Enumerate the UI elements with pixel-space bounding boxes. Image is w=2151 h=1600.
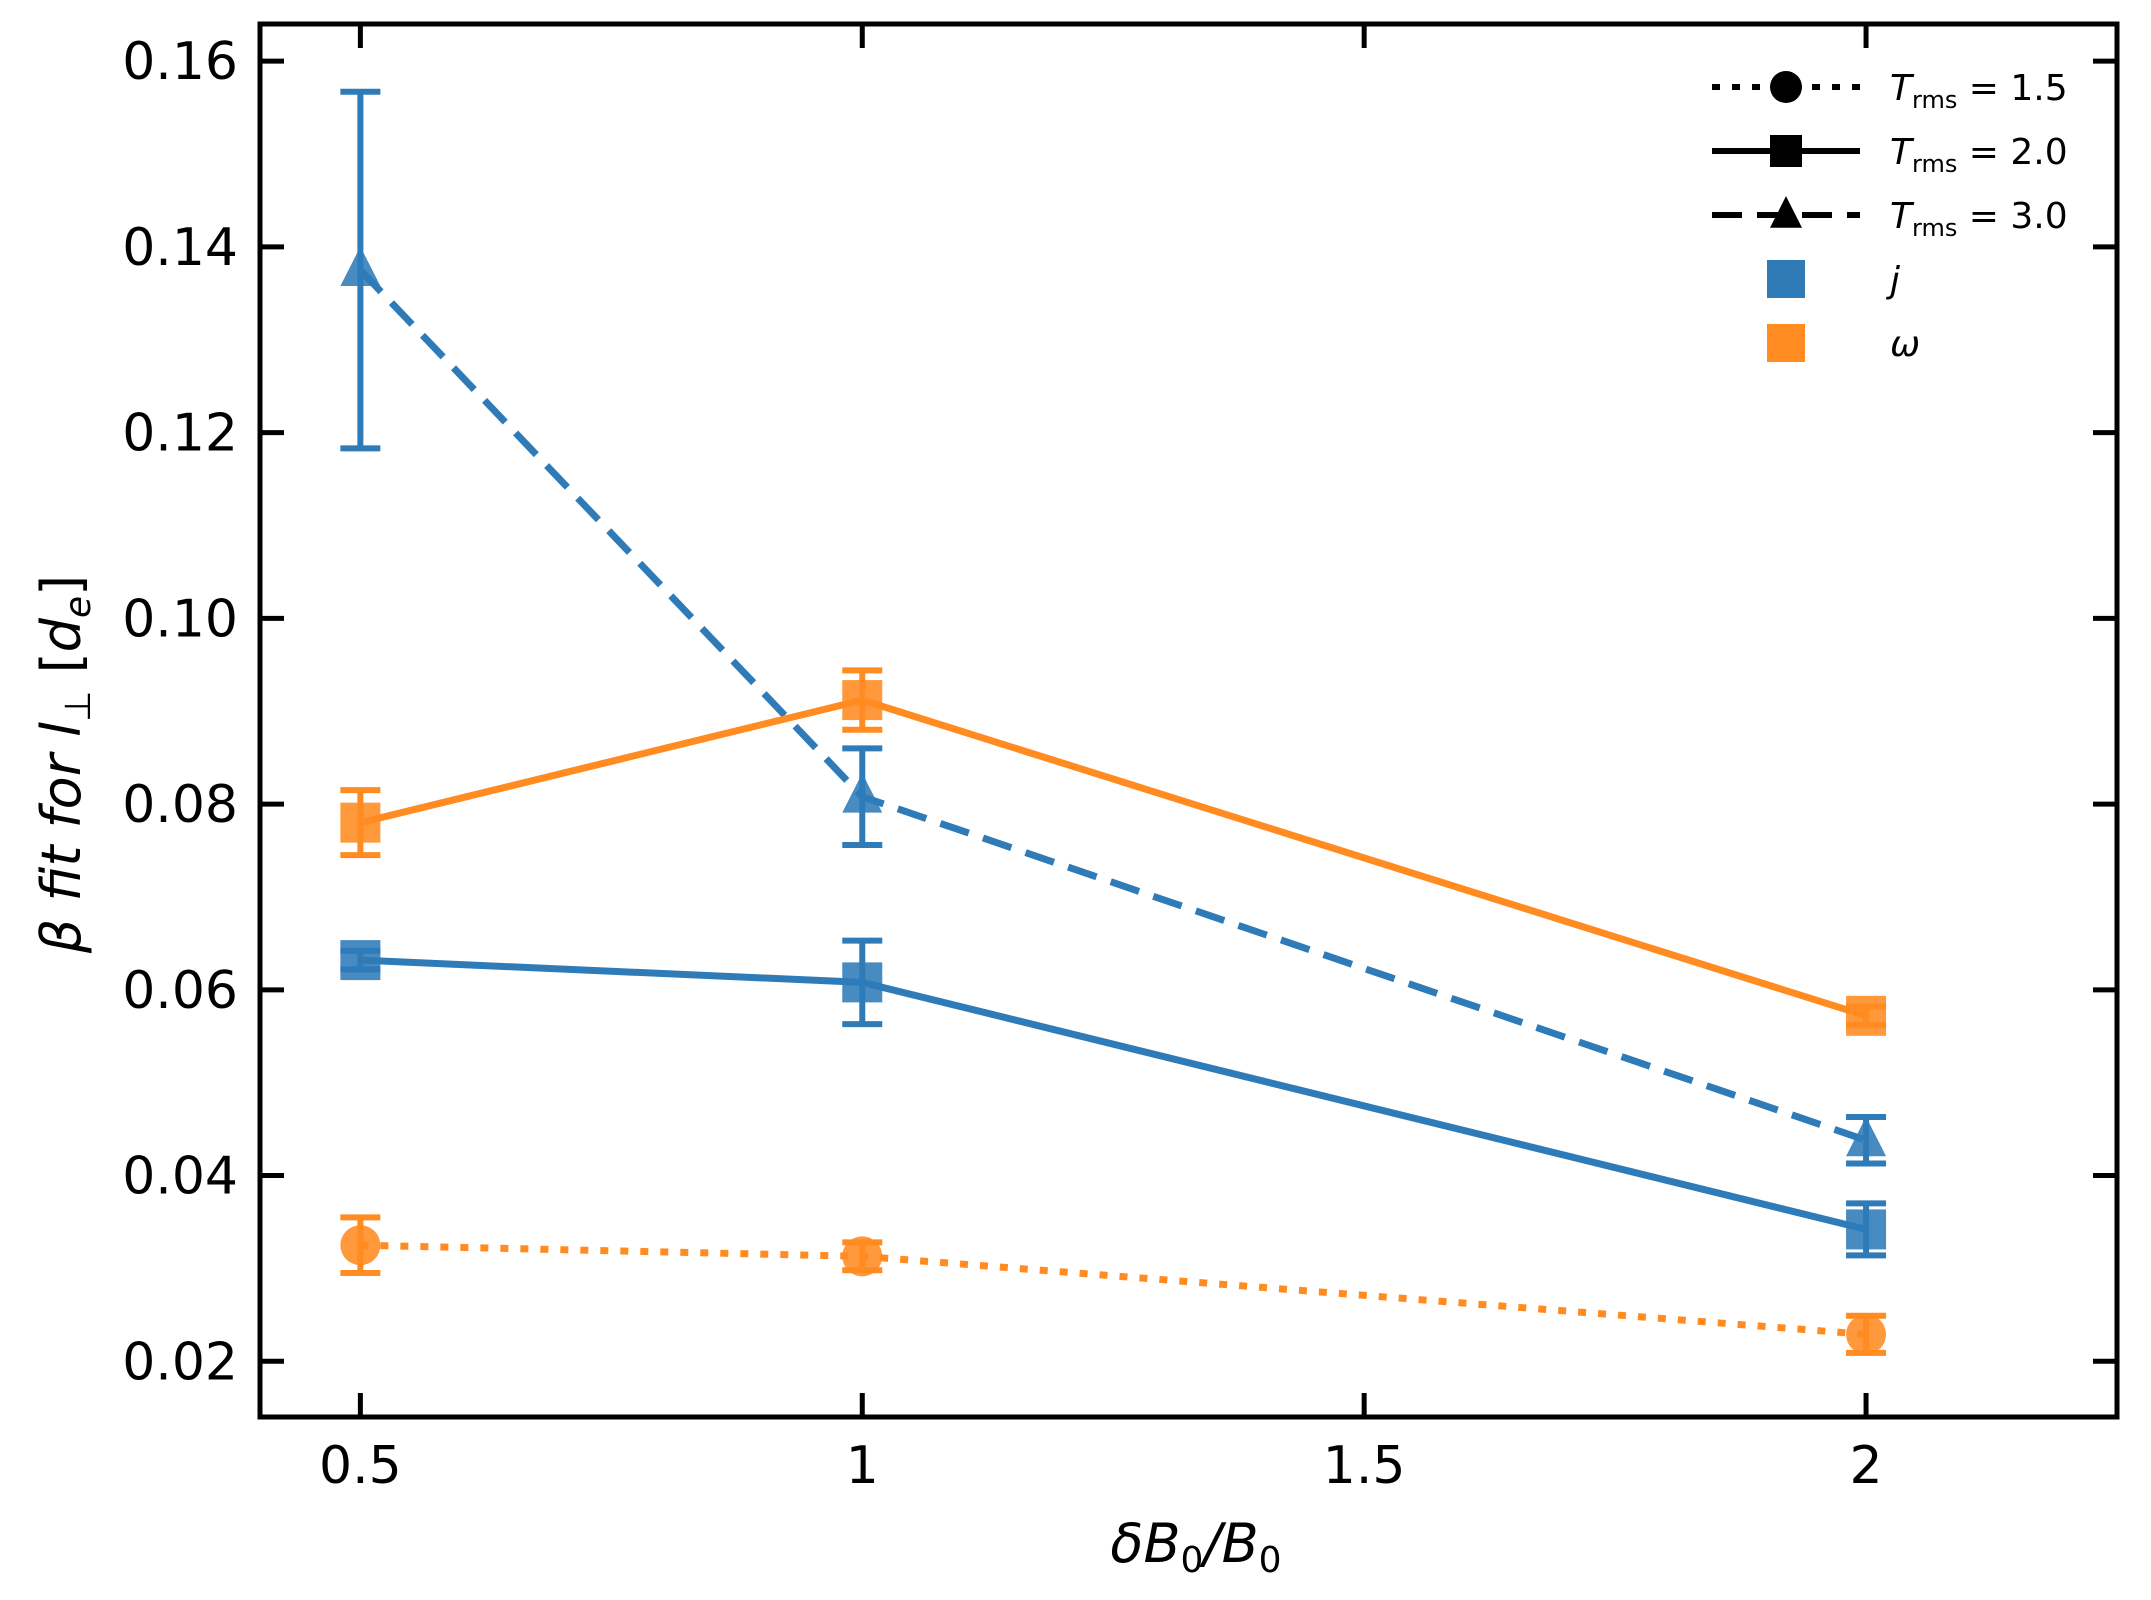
data-point [842,962,883,1003]
data-point [340,1225,381,1266]
series-layer [340,88,1887,1356]
data-point [340,802,381,843]
legend-entry: ω [1767,324,1920,365]
series-j-square [340,937,1887,1259]
x-axis-title: δB0/B0 [1110,1512,1281,1581]
legend-color-swatch [1767,324,1805,362]
legend-color-swatch [1767,260,1805,298]
ticks [260,24,2117,1417]
plot-frame [257,21,2120,1420]
legend-entry: Trms = 1.5 [1712,68,2068,114]
data-point [1846,1209,1887,1250]
legend-label: Trms = 1.5 [1890,68,2068,114]
y-tick-label: 0.02 [122,1332,238,1392]
data-point [842,680,883,721]
data-point [340,246,381,287]
y-tick-label: 0.10 [122,589,238,649]
series-omega-circle [340,1214,1887,1356]
y-axis-title: β fit for l⊥ [de] [30,575,99,954]
legend-entry: Trms = 3.0 [1712,196,2068,242]
data-point [1846,995,1887,1036]
x-tick-label: 1 [846,1436,879,1496]
y-tick-label: 0.06 [122,961,238,1021]
x-tick-label: 0.5 [319,1436,402,1496]
y-tick-label: 0.14 [122,218,238,278]
tick-labels: 0.5 1 1.5 2 0.02 0.04 0.06 0.08 0.10 0.12 0.14 0.16 [122,32,1882,1496]
data-point [1846,1314,1887,1355]
legend-entry: Trms = 2.0 [1712,132,2068,178]
legend-marker [1770,71,1802,103]
legend-marker [1770,135,1802,167]
series-j-triangle [340,88,1887,1167]
legend-label: ω [1890,324,1920,365]
data-point [1846,1116,1887,1157]
data-point [842,773,883,813]
x-tick-label: 2 [1850,1436,1883,1496]
x-tick-label: 1.5 [1323,1436,1406,1496]
data-point [340,940,381,981]
data-point [842,1236,883,1277]
y-tick-label: 0.16 [122,32,238,92]
y-tick-label: 0.08 [122,775,238,835]
series-omega-square [340,667,1887,1036]
legend-label: Trms = 3.0 [1890,196,2068,242]
legend-marker [1770,196,1802,228]
y-tick-label: 0.04 [122,1147,238,1207]
legend-label: Trms = 2.0 [1890,132,2068,178]
y-tick-label: 0.12 [122,404,238,464]
